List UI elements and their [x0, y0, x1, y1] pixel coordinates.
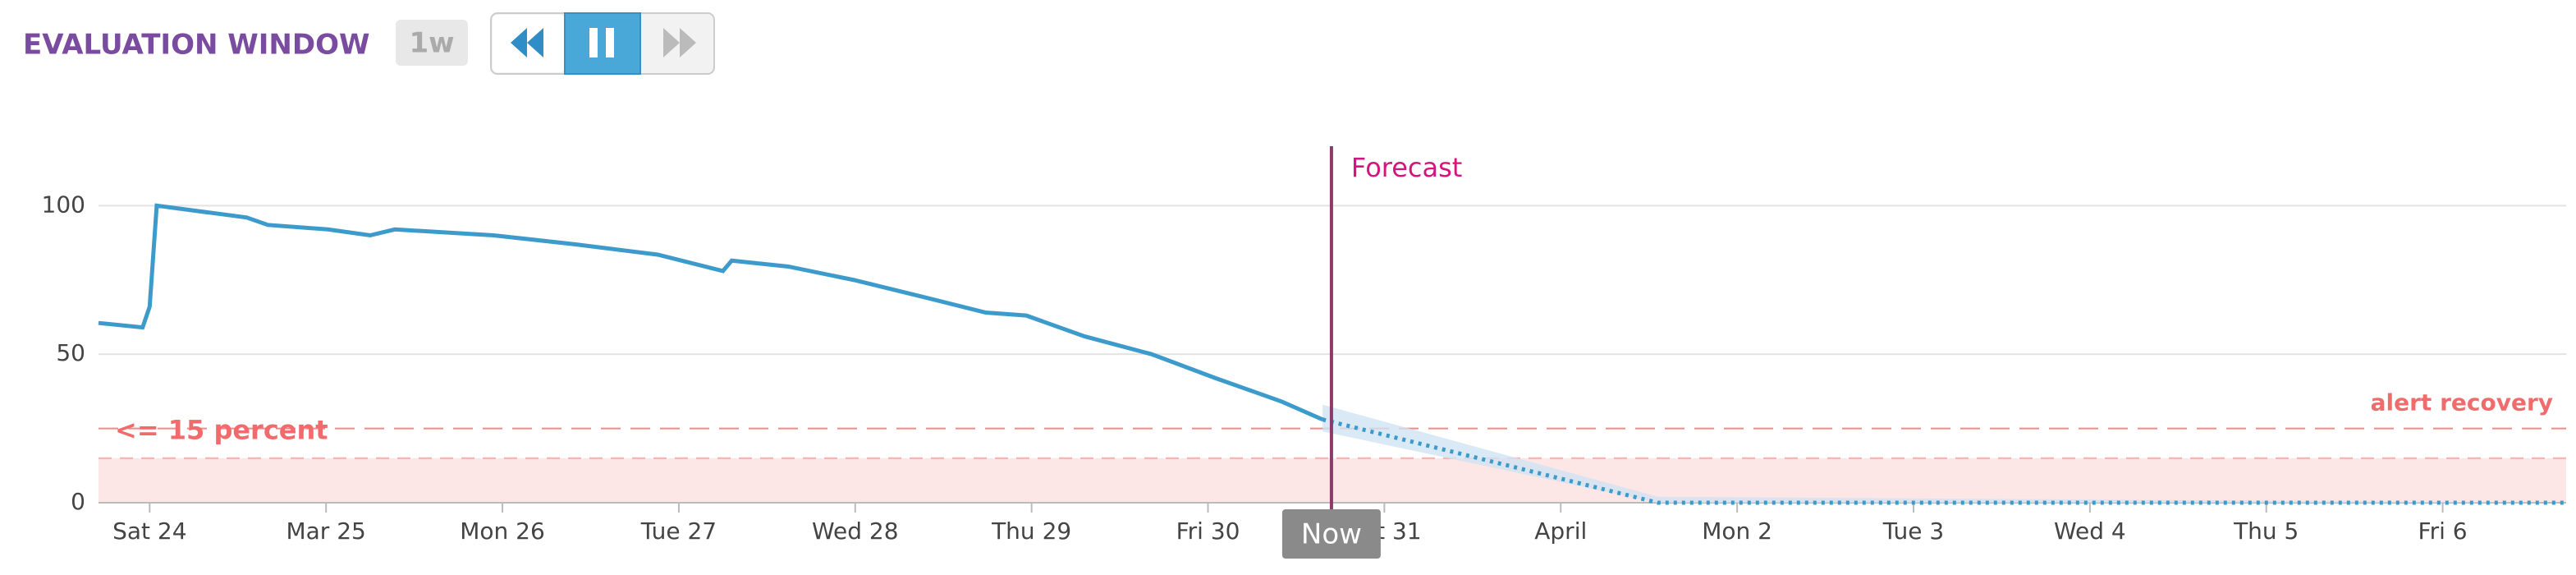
y-tick-label: 0: [71, 488, 85, 515]
x-tick-label: Wed 28: [812, 518, 899, 545]
x-tick-label: Tue 27: [640, 518, 717, 545]
x-tick-label: Mon 26: [460, 518, 545, 545]
x-tick-label: Fri 30: [1176, 518, 1240, 545]
recovery-label: alert recovery: [2371, 389, 2553, 416]
y-tick-label: 100: [42, 191, 85, 218]
now-label: Now: [1301, 518, 1362, 551]
window-size-box[interactable]: [396, 20, 468, 66]
x-tick-label: Mon 2: [1702, 518, 1772, 545]
x-tick-label: Wed 4: [2054, 518, 2126, 545]
window-size[interactable]: 1w: [409, 27, 454, 60]
now-box: [1281, 509, 1381, 559]
forecast-label: Forecast: [1351, 152, 1462, 183]
series-line: [98, 203, 1324, 422]
x-tick-label: Thu 29: [991, 518, 1071, 545]
x-tick-label: Sat 24: [112, 518, 186, 545]
pause-button[interactable]: [564, 12, 641, 75]
rewind-icon: [511, 28, 543, 58]
y-tick-label: 50: [56, 339, 85, 366]
forecast-line: [1322, 417, 2566, 505]
window-title: EVALUATION WINDOW: [23, 29, 370, 62]
threshold-label: <= 15 percent: [115, 415, 328, 446]
pause-icon: [589, 28, 598, 58]
x-tick-label: Thu 5: [2233, 518, 2299, 545]
chart: <= 15 percent alert recovery 0 50 100 Sat 24 M…: [42, 146, 2566, 559]
x-tick-label: April: [1534, 518, 1587, 545]
forward-icon[interactable]: [663, 28, 696, 58]
pause-icon: [606, 28, 614, 58]
x-tick-label: Mar 25: [286, 518, 365, 545]
x-tick-label: Fri 6: [2418, 518, 2468, 545]
x-tick-label: Tue 3: [1882, 518, 1945, 545]
playback-controls: [490, 12, 715, 75]
